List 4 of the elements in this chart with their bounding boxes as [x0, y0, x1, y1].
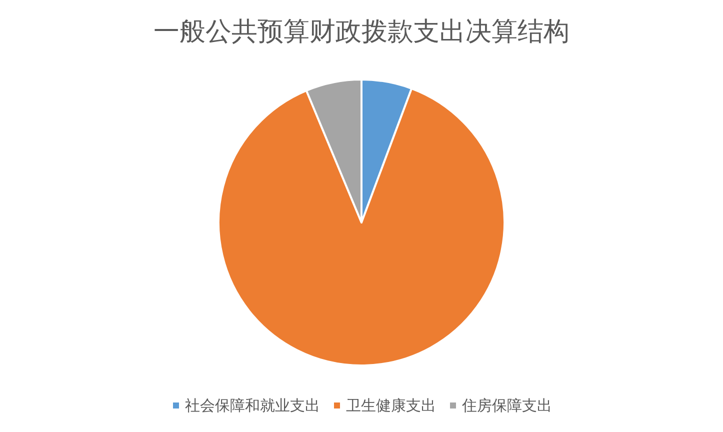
legend-label: 社会保障和就业支出 — [185, 396, 320, 414]
legend-label: 住房保障支出 — [461, 396, 552, 414]
legend-label: 卫生健康支出 — [346, 396, 436, 414]
chart-title: 一般公共预算财政拨款支出决算结构 — [154, 17, 570, 47]
